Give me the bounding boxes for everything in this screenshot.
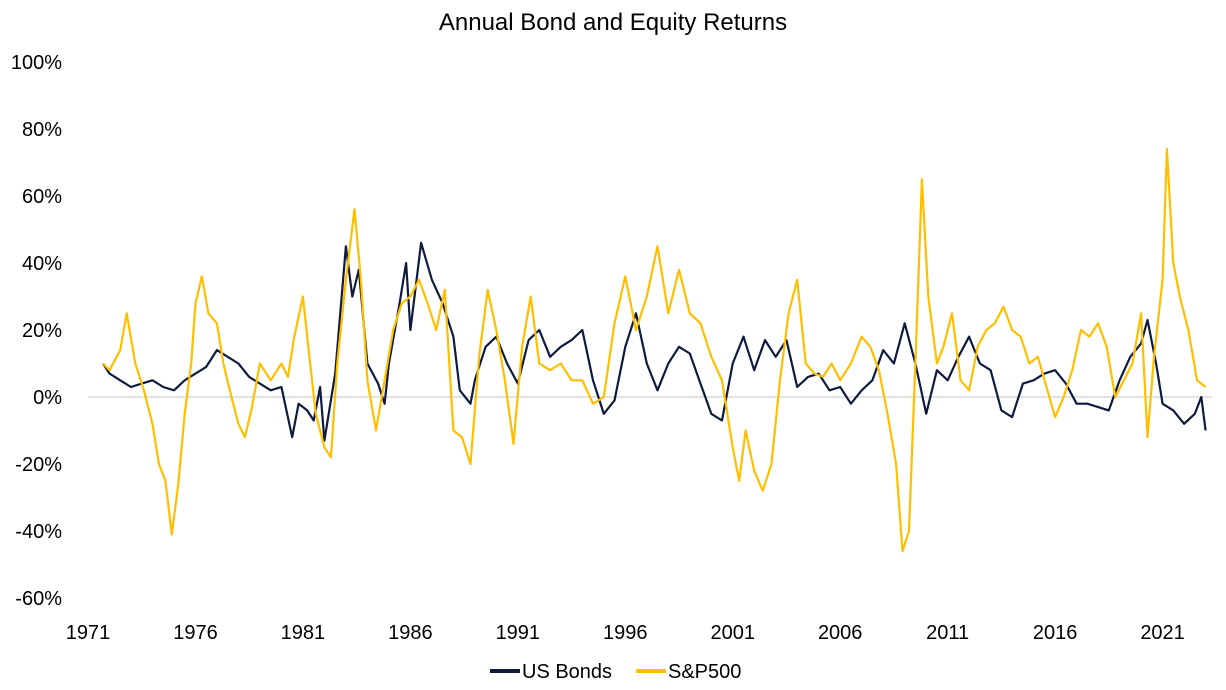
x-tick-label: 1996 — [603, 622, 648, 644]
chart-title: Annual Bond and Equity Returns — [439, 9, 787, 36]
y-axis: -60% -40% -20% 0% 20% 40% 60% 80% 100% — [11, 52, 62, 610]
y-tick-label: 80% — [22, 119, 62, 141]
x-tick-label: 1986 — [388, 622, 433, 644]
series-line-sp500 — [102, 148, 1207, 553]
legend: US Bonds S&P500 — [490, 661, 741, 683]
legend-label: S&P500 — [668, 661, 741, 683]
y-tick-label: 40% — [22, 253, 62, 275]
x-tick-label: 2011 — [926, 622, 969, 644]
y-tick-label: -60% — [15, 588, 62, 610]
y-tick-label: 20% — [22, 320, 62, 342]
series-line-us-bonds — [102, 241, 1207, 442]
y-tick-label: -40% — [15, 521, 62, 543]
x-tick-label: 1981 — [281, 622, 326, 644]
x-tick-label: 1976 — [173, 622, 218, 644]
x-tick-label: 2021 — [1140, 622, 1185, 644]
x-tick-label: 1991 — [496, 622, 541, 644]
x-tick-label: 2016 — [1033, 622, 1078, 644]
y-tick-label: 60% — [22, 186, 62, 208]
y-tick-label: 0% — [33, 387, 62, 409]
y-tick-label: 100% — [11, 52, 62, 74]
legend-label: US Bonds — [522, 661, 612, 683]
x-tick-label: 1971 — [66, 622, 111, 644]
series-layer — [102, 148, 1207, 553]
x-axis: 1971 1976 1981 1986 1991 1996 2001 2006 2011 2016… — [66, 622, 1185, 644]
x-tick-label: 2006 — [818, 622, 863, 644]
x-tick-label: 2001 — [710, 622, 755, 644]
y-tick-label: -20% — [15, 454, 62, 476]
